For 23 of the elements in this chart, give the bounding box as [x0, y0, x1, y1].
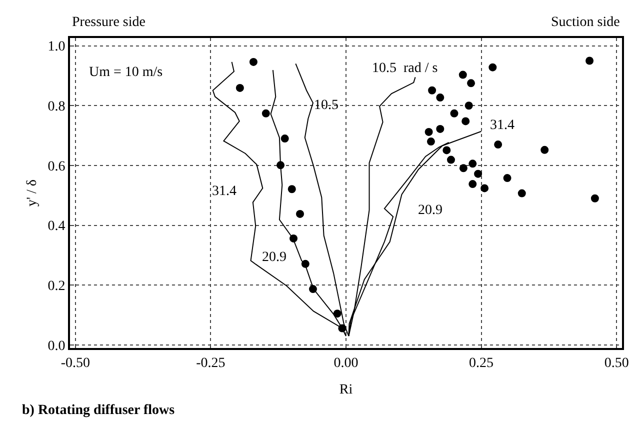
x-tick-label: 0.25 [469, 356, 494, 371]
annotation: 31.4 [490, 118, 514, 133]
y-tick-label: 0.0 [48, 338, 66, 354]
annotation: 31.4 [212, 184, 236, 199]
x-tick-label: -0.25 [196, 356, 226, 371]
annotation: 20.9 [418, 203, 442, 218]
y-tick-label: 0.4 [48, 219, 66, 234]
annotation: Um = 10 m/s [89, 65, 163, 80]
x-axis-title: Ri [339, 382, 353, 398]
y-axis-title: y' / δ [24, 179, 40, 207]
y-tick-label: 0.2 [48, 279, 66, 294]
annotation: 10.5 rad / s [372, 61, 438, 76]
text: b) Rotating diffuser flows [22, 403, 176, 418]
annotation: 20.9 [262, 250, 286, 265]
x-tick-label: 0.00 [334, 356, 358, 371]
text: Pressure side [72, 15, 146, 30]
y-tick-label: 1.0 [48, 40, 66, 55]
x-tick-label: 0.50 [604, 356, 629, 371]
annotation: 10.5 [314, 98, 338, 113]
y-tick-label: 0.8 [48, 100, 66, 115]
y-tick-label: 0.6 [48, 159, 66, 174]
x-tick-label: -0.50 [60, 356, 90, 371]
text: Suction side [551, 15, 620, 30]
